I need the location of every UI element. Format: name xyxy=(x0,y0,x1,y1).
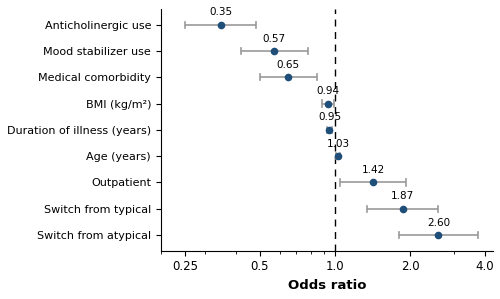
Text: 0.35: 0.35 xyxy=(210,7,233,17)
Text: 1.42: 1.42 xyxy=(362,165,384,175)
Text: 1.87: 1.87 xyxy=(391,191,414,201)
Text: 0.95: 0.95 xyxy=(318,112,341,123)
X-axis label: Odds ratio: Odds ratio xyxy=(288,279,366,292)
Text: 1.03: 1.03 xyxy=(326,139,350,149)
Text: 0.57: 0.57 xyxy=(262,33,285,44)
Text: 0.65: 0.65 xyxy=(277,60,300,70)
Text: 2.60: 2.60 xyxy=(427,218,450,228)
Text: 0.94: 0.94 xyxy=(316,86,340,96)
